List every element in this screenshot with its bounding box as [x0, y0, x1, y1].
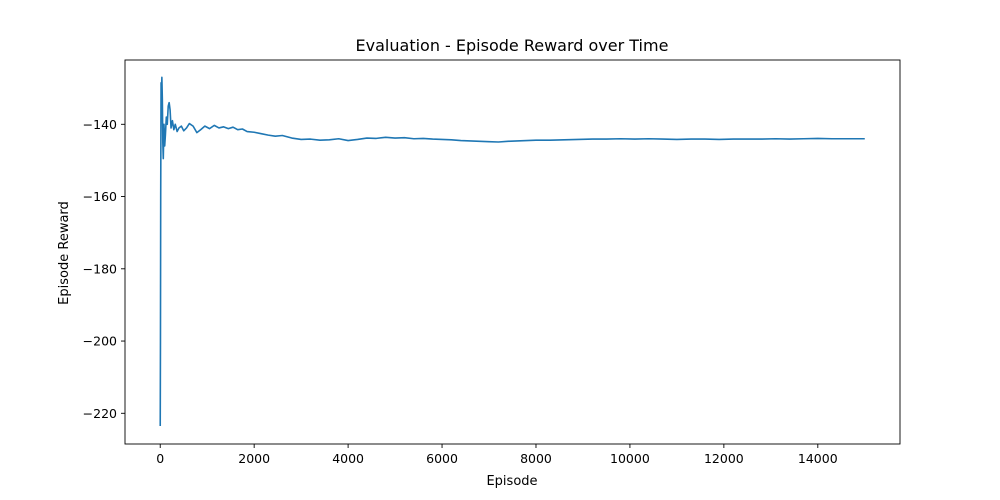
y-tick-label: −160: [83, 189, 117, 204]
chart-title: Evaluation - Episode Reward over Time: [356, 36, 669, 55]
y-tick-label: −140: [83, 117, 117, 132]
x-tick-label: 6000: [426, 451, 458, 466]
y-axis-label: Episode Reward: [57, 201, 72, 305]
y-tick-label: −220: [83, 406, 117, 421]
x-tick-label: 4000: [332, 451, 364, 466]
y-tick-label: −200: [83, 334, 117, 349]
x-tick-label: 0: [156, 451, 164, 466]
x-tick-label: 2000: [238, 451, 270, 466]
y-tick-label: −180: [83, 261, 117, 276]
axes-frame: [124, 59, 901, 445]
x-tick-label: 14000: [798, 451, 838, 466]
series-line-0: [159, 76, 865, 426]
x-tick-label: 10000: [610, 451, 650, 466]
x-tick-label: 12000: [704, 451, 744, 466]
x-tick-label: 8000: [520, 451, 552, 466]
x-axis-label: Episode: [486, 474, 537, 489]
